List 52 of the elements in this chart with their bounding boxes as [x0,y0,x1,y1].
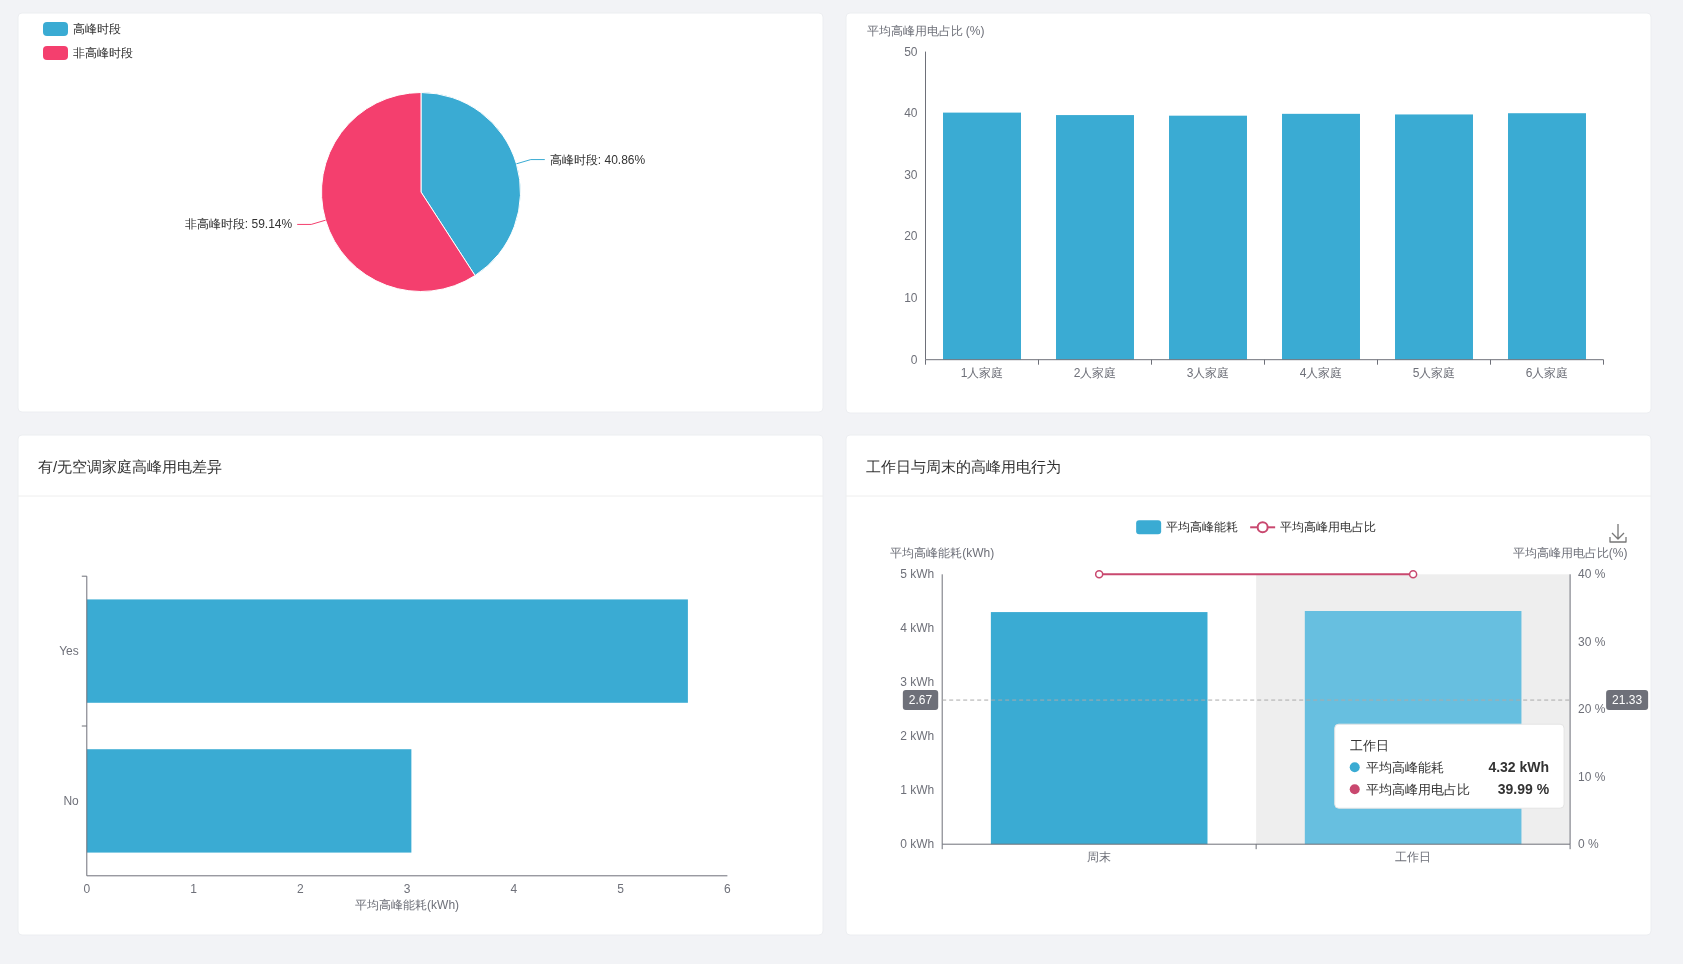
annotation: 工作日 [1349,737,1389,753]
y2-tick-label: 0 % [1578,837,1600,852]
annotation: 4.32 kWh [1488,759,1550,776]
x-axis-title: 平均高峰能耗(kWh) [355,897,460,912]
x-tick-label: 2人家庭 [1073,365,1117,380]
y-tick-label: 50 [904,44,918,59]
y-tick-label: 10 [904,291,918,306]
text: 21.33 [1612,693,1643,708]
y-tick-label: 40 [904,106,918,121]
x-tick-label: 5 [617,881,625,896]
x-tick-label: 3人家庭 [1186,365,1230,380]
ref-line-label: 2.67 [908,693,933,708]
x-tick-label: 5人家庭 [1412,365,1456,380]
x-tick-label: 2 [296,881,304,896]
y2-tick-label: 20 % [1578,702,1606,717]
y-axis-title: 平均高峰能耗(kWh) [890,546,995,561]
y-tick-label: 3 kWh [900,675,935,690]
legend-label: 非高峰时段 [73,46,133,60]
annotation: 39.99 % [1497,781,1550,798]
y-axis-title: 平均高峰用电占比 (%) [866,23,985,38]
x-tick-label: 3 [403,881,411,896]
x-tick-label: 6人家庭 [1525,365,1569,380]
y2-tick-label: 10 % [1578,769,1606,784]
legend-label: 平均高峰能耗 [1166,520,1239,535]
y2-tick-label: 30 % [1578,634,1606,649]
x-tick-label: 0 [83,881,91,896]
y-tick-label: No [63,793,80,808]
y-tick-label: 5 kWh [900,567,935,582]
annotation: 平均高峰能耗 [1365,759,1444,775]
annotation: 平均高峰用电占比 [1365,781,1470,797]
y-tick-label: 0 kWh [900,837,935,852]
x-tick-label: 1 [190,881,198,896]
x-tick-label: 1人家庭 [960,365,1004,380]
y-tick-label: 1 kWh [900,783,935,798]
x-tick-label: 4人家庭 [1299,365,1343,380]
x-tick-label: 周末 [1087,850,1112,865]
y-tick-label: 4 kWh [900,621,935,636]
y2-axis-title: 平均高峰用电占比(%) [1512,546,1628,561]
data-label: 非高峰时段: 59.14% [184,217,293,232]
y-tick-label: 0 [910,352,918,367]
chart-title: 工作日与周末的高峰用电行为 [866,458,1061,475]
y-tick-label: 2 kWh [900,729,935,744]
x-tick-label: 4 [510,881,518,896]
data-label: 高峰时段: 40.86% [549,152,646,167]
y-tick-label: 30 [904,167,918,182]
y2-tick-label: 40 % [1578,567,1606,582]
legend-label: 高峰时段 [73,22,121,36]
legend-label: 平均高峰用电占比 [1280,520,1377,535]
chart-title: 有/无空调家庭高峰用电差异 [38,458,223,475]
y-tick-label: 20 [904,229,918,244]
y-tick-label: Yes [59,644,79,659]
x-tick-label: 6 [724,881,732,896]
